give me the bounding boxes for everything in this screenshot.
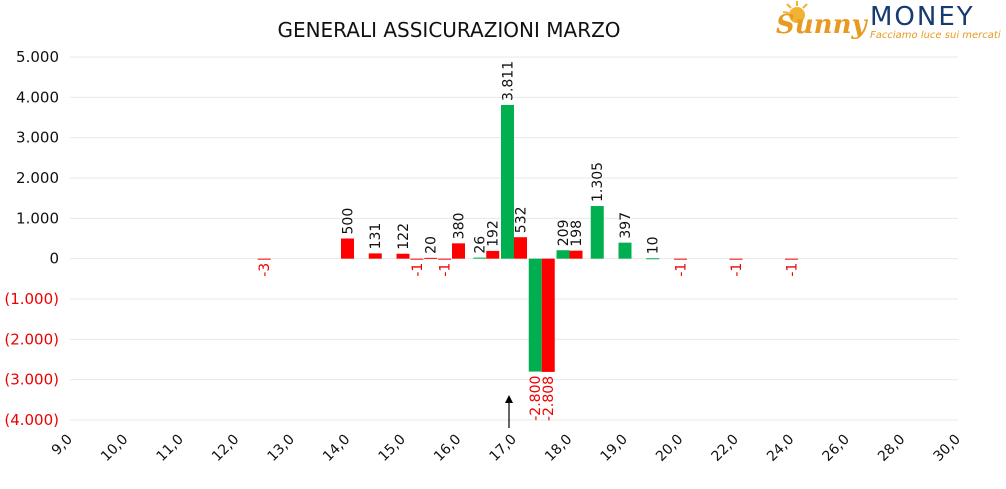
put-bar [341, 238, 354, 259]
put-bar [486, 250, 500, 259]
x-tick-label: 22,0 [708, 432, 741, 465]
y-tick-label: 1.000 [16, 209, 59, 227]
y-axis-tick-labels: 5.000 4.000 3.000 2.000 1.000 0 (1.000) (2.000)… [4, 48, 59, 429]
data-label: 532 [514, 206, 530, 233]
call-bar [618, 242, 632, 259]
logo-name-right: MONEY [870, 2, 975, 32]
bars [257, 104, 798, 372]
data-label: 122 [396, 223, 412, 250]
put-bar [410, 258, 424, 260]
x-tick-label: 28,0 [875, 432, 908, 465]
data-label: 131 [368, 223, 384, 250]
data-label: 26 [473, 236, 489, 254]
put-bar [785, 258, 798, 260]
data-label: -1 [729, 263, 745, 277]
x-tick-label: 11,0 [153, 432, 186, 465]
put-bar [674, 258, 687, 260]
call-bar [646, 258, 660, 260]
put-bar [424, 257, 438, 259]
put-bar [729, 258, 743, 260]
x-tick-label: 26,0 [819, 432, 852, 465]
put-bar [541, 258, 555, 372]
call-bar [556, 250, 570, 259]
data-label: 198 [569, 220, 585, 247]
data-label: -1 [438, 263, 454, 277]
x-tick-label: 10,0 [98, 432, 131, 465]
data-label: 10 [646, 236, 662, 254]
put-bar [569, 250, 583, 259]
put-bar [514, 237, 527, 259]
call-bar [473, 257, 487, 259]
x-tick-label: 30,0 [930, 432, 963, 465]
y-tick-label: 5.000 [16, 48, 59, 66]
data-label: -1 [674, 263, 690, 277]
x-tick-label: 14,0 [320, 432, 353, 465]
put-bar [368, 253, 382, 259]
data-label: 1.305 [590, 162, 606, 202]
x-tick-label: 13,0 [264, 432, 297, 465]
call-bar [590, 206, 604, 259]
data-label: -1 [785, 263, 801, 277]
x-tick-label: 19,0 [597, 432, 630, 465]
x-tick-label: 24,0 [764, 432, 797, 465]
data-label: 20 [424, 236, 440, 254]
data-label: 3.811 [501, 61, 517, 101]
logo-tagline: Facciamo luce sui mercati [870, 30, 1001, 41]
x-tick-label: 9,0 [49, 432, 76, 459]
data-label: 209 [556, 220, 572, 247]
x-tick-label: 15,0 [375, 432, 408, 465]
arrow-head [505, 395, 513, 403]
brand-logo: Sunny MONEY Facciamo luce sui mercati [776, 1, 1001, 41]
call-bar [501, 104, 514, 259]
x-tick-label: 17,0 [486, 432, 519, 465]
data-label: 397 [618, 212, 634, 239]
y-tick-label: 3.000 [16, 129, 59, 147]
call-bar [528, 258, 542, 372]
put-bar [257, 258, 271, 260]
data-label: -2.808 [541, 376, 557, 421]
data-label: -1 [410, 263, 426, 277]
logo-name-left: Sunny [776, 10, 868, 40]
x-tick-label: 20,0 [653, 432, 686, 465]
data-label: -3 [257, 263, 273, 277]
y-tick-label: 4.000 [16, 88, 59, 106]
x-axis-tick-labels: 9,0 10,0 11,0 12,0 13,0 14,0 15,0 16,0 17,0 18,0 1… [49, 432, 964, 465]
sun-icon [782, 1, 808, 23]
x-tick-label: 12,0 [209, 432, 242, 465]
up-arrow-icon [505, 395, 513, 428]
put-bar [452, 243, 465, 259]
y-tick-label: 2.000 [16, 169, 59, 187]
data-label: 500 [341, 208, 357, 235]
x-tick-label: 16,0 [431, 432, 464, 465]
y-tick-label: 0 [49, 250, 59, 268]
y-tick-label: (2.000) [4, 330, 59, 348]
data-label: -2.800 [528, 376, 544, 421]
x-tick-label: 18,0 [542, 432, 575, 465]
put-bar [438, 258, 452, 260]
y-tick-label: (3.000) [4, 371, 59, 389]
y-tick-label: (4.000) [4, 411, 59, 429]
data-label: 192 [486, 220, 502, 247]
chart-title: GENERALI ASSICURAZIONI MARZO [277, 18, 620, 42]
put-bar [396, 253, 410, 259]
y-tick-label: (1.000) [4, 290, 59, 308]
data-label: 380 [452, 213, 468, 240]
